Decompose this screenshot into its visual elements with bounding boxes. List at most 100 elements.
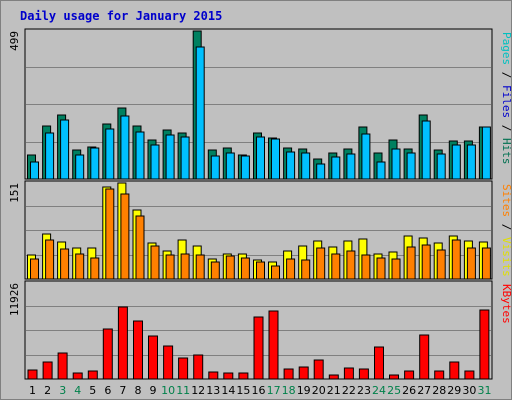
bar-files-day-24 <box>376 161 386 180</box>
bar-kbytes-day-28 <box>434 370 445 380</box>
x-tick-label: 28 <box>432 384 446 397</box>
x-tick-label: 17 <box>267 384 281 397</box>
bar-files-day-20 <box>316 163 326 180</box>
bar-kbytes-day-27 <box>419 334 430 380</box>
bar-files-day-25 <box>391 148 401 180</box>
bar-files-day-26 <box>406 152 416 180</box>
bar-kbytes-day-23 <box>358 368 369 380</box>
bar-files-day-8 <box>135 131 145 180</box>
bar-files-day-29 <box>451 144 461 180</box>
bar-kbytes-day-6 <box>102 328 113 380</box>
bar-kbytes-day-11 <box>178 357 189 380</box>
bar-kbytes-day-22 <box>343 367 354 380</box>
bar-sites-day-15 <box>240 257 250 280</box>
bar-files-day-10 <box>165 134 175 180</box>
x-tick-label: 13 <box>206 384 220 397</box>
x-tick-label: 21 <box>327 384 341 397</box>
bar-files-day-17 <box>271 138 280 180</box>
bar-sites-day-26 <box>406 246 416 280</box>
bar-files-day-5 <box>90 147 100 180</box>
bar-kbytes-day-9 <box>148 335 158 380</box>
bar-kbytes-day-30 <box>464 370 475 380</box>
bar-files-day-19 <box>301 152 311 180</box>
bar-kbytes-day-20 <box>313 359 324 380</box>
bar-files-day-23 <box>361 133 371 180</box>
bar-sites-day-6 <box>105 188 115 280</box>
legend-entry: Visits <box>500 237 511 277</box>
bar-sites-day-21 <box>331 253 341 280</box>
x-tick-label: 18 <box>282 384 296 397</box>
x-tick-label: 23 <box>357 384 371 397</box>
bar-kbytes-day-19 <box>298 366 309 380</box>
x-tick-label: 2 <box>44 384 51 397</box>
x-tick-label: 26 <box>402 384 416 397</box>
x-tick-label: 12 <box>191 384 205 397</box>
legend-entry: / <box>500 65 511 85</box>
bar-files-day-15 <box>240 155 250 180</box>
x-tick-label: 20 <box>312 384 326 397</box>
bar-files-day-11 <box>180 136 190 180</box>
bar-files-day-18 <box>286 151 296 180</box>
x-tick-label: 3 <box>59 384 66 397</box>
bar-sites-day-30 <box>466 247 476 280</box>
bar-kbytes-day-15 <box>238 372 249 380</box>
bar-kbytes-day-29 <box>449 361 460 380</box>
legend-entry: Pages <box>500 32 511 65</box>
bar-files-day-30 <box>466 144 476 180</box>
legend-entry: Sites <box>500 184 511 217</box>
bar-files-day-31 <box>481 126 491 180</box>
bar-kbytes-day-25 <box>389 374 399 380</box>
bar-files-day-14 <box>225 152 235 180</box>
ymax-label: 11926 <box>8 283 21 316</box>
legend-hits-files-pages: Pages / Files / Hits <box>500 32 511 165</box>
bar-files-day-6 <box>105 128 115 180</box>
bar-sites-day-7 <box>120 193 130 280</box>
bar-files-day-21 <box>331 156 341 180</box>
x-tick-label: 24 <box>372 384 386 397</box>
bar-sites-day-8 <box>135 215 145 280</box>
legend-entry: Files <box>500 85 511 118</box>
bar-sites-day-13 <box>210 261 220 280</box>
legend-visits-sites: Sites / Visits <box>500 184 511 277</box>
x-tick-label: 5 <box>89 384 96 397</box>
bar-sites-day-10 <box>165 254 175 280</box>
bar-kbytes-day-24 <box>374 346 384 380</box>
bar-files-day-9 <box>150 144 160 180</box>
legend-entry: / <box>500 118 511 138</box>
bar-kbytes-day-21 <box>328 374 339 380</box>
x-tick-label: 16 <box>252 384 266 397</box>
bar-sites-day-18 <box>286 258 296 280</box>
x-tick-label: 15 <box>236 384 250 397</box>
bar-files-day-4 <box>75 154 85 180</box>
ymax-label: 151 <box>8 183 21 203</box>
x-tick-label: 25 <box>387 384 401 397</box>
bar-files-day-27 <box>421 120 431 180</box>
bar-sites-day-23 <box>361 254 371 280</box>
bar-sites-day-27 <box>421 244 431 280</box>
panel-visits-sites: 151 Sites / Visits <box>8 180 511 280</box>
bar-kbytes-day-12 <box>193 354 204 380</box>
bar-sites-day-28 <box>436 249 446 280</box>
bar-sites-day-24 <box>376 257 386 280</box>
x-tick-label: 30 <box>462 384 476 397</box>
ymax-label: 499 <box>8 31 21 51</box>
bar-files-day-13 <box>210 155 220 180</box>
legend-entry: / <box>500 217 511 237</box>
bar-kbytes-day-18 <box>283 368 294 380</box>
bar-kbytes-day-4 <box>72 372 83 380</box>
bar-files-day-3 <box>60 119 70 180</box>
bar-sites-day-16 <box>256 261 265 280</box>
x-tick-label: 31 <box>478 384 492 397</box>
bar-kbytes-day-7 <box>117 306 128 380</box>
x-tick-label: 7 <box>119 384 126 397</box>
bar-sites-day-12 <box>195 254 205 280</box>
bar-sites-day-1 <box>30 258 39 280</box>
bar-kbytes-day-26 <box>404 370 415 380</box>
bar-files-day-2 <box>45 132 55 180</box>
bar-kbytes-day-16 <box>253 316 264 380</box>
bar-kbytes-day-10 <box>163 345 174 380</box>
x-tick-label: 8 <box>135 384 142 397</box>
legend-kbytes: KBytes <box>500 284 511 324</box>
bar-sites-day-22 <box>346 250 356 280</box>
